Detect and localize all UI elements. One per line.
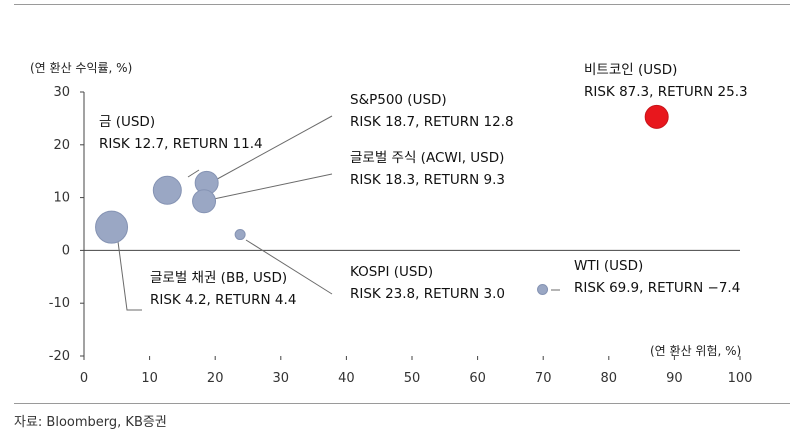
x-tick-label: 30 (273, 371, 290, 386)
data-point (537, 283, 549, 295)
y-tick-label: 0 (62, 243, 70, 258)
y-tick-label: 10 (53, 191, 70, 206)
y-tick-label: -10 (49, 296, 70, 311)
source-note: 자료: Bloomberg, KB증권 (14, 415, 167, 430)
connector-line (245, 239, 333, 295)
x-tick-label: 90 (666, 371, 683, 386)
connector-line (209, 115, 333, 184)
y-axis-label: (연 환산 수익률, %) (30, 61, 132, 75)
x-tick-label: 40 (338, 371, 355, 386)
data-point (95, 210, 129, 244)
top-rule (14, 4, 790, 5)
bottom-rule (14, 403, 790, 404)
x-tick-label: 0 (80, 371, 88, 386)
point-name-label: 금 (USD) (99, 114, 155, 130)
x-tick-label: 60 (469, 371, 486, 386)
point-name-label: WTI (USD) (574, 258, 643, 274)
data-point (192, 189, 217, 214)
y-tick-label: 30 (53, 85, 70, 100)
x-tick-label: 80 (601, 371, 618, 386)
point-name-label: 글로벌 주식 (ACWI, USD) (350, 150, 504, 166)
connector-line (116, 233, 142, 311)
point-detail-label: RISK 12.7, RETURN 11.4 (99, 136, 263, 152)
point-name-label: 글로벌 채권 (BB, USD) (150, 270, 287, 286)
connector-line (208, 173, 333, 201)
point-detail-label: RISK 18.7, RETURN 12.8 (350, 114, 514, 130)
x-tick-label: 10 (141, 371, 158, 386)
data-labels: 금 (USD) RISK 12.7, RETURN 11.4 S&P500 (USD… (99, 62, 748, 308)
point-detail-label: RISK 23.8, RETURN 3.0 (350, 286, 505, 302)
x-tick-label: 100 (728, 371, 753, 386)
x-tick-label: 50 (404, 371, 421, 386)
point-name-label: S&P500 (USD) (350, 92, 447, 108)
connector-lines (116, 115, 560, 311)
connector-line (187, 169, 200, 178)
point-detail-label: RISK 87.3, RETURN 25.3 (584, 84, 748, 100)
data-points (95, 104, 669, 295)
data-point (152, 175, 182, 205)
point-detail-label: RISK 4.2, RETURN 4.4 (150, 292, 296, 308)
x-tick-label: 70 (535, 371, 552, 386)
y-tick-label: 20 (53, 138, 70, 153)
point-name-label: 비트코인 (USD) (584, 62, 677, 78)
data-point (234, 229, 246, 241)
x-tick-label: 20 (207, 371, 224, 386)
point-detail-label: RISK 18.3, RETURN 9.3 (350, 172, 505, 188)
point-name-label: KOSPI (USD) (350, 264, 433, 280)
data-point (644, 104, 669, 129)
point-detail-label: RISK 69.9, RETURN −7.4 (574, 280, 740, 296)
x-axis-label: (연 환산 위험, %) (650, 344, 741, 358)
y-tick-label: -20 (49, 349, 70, 364)
